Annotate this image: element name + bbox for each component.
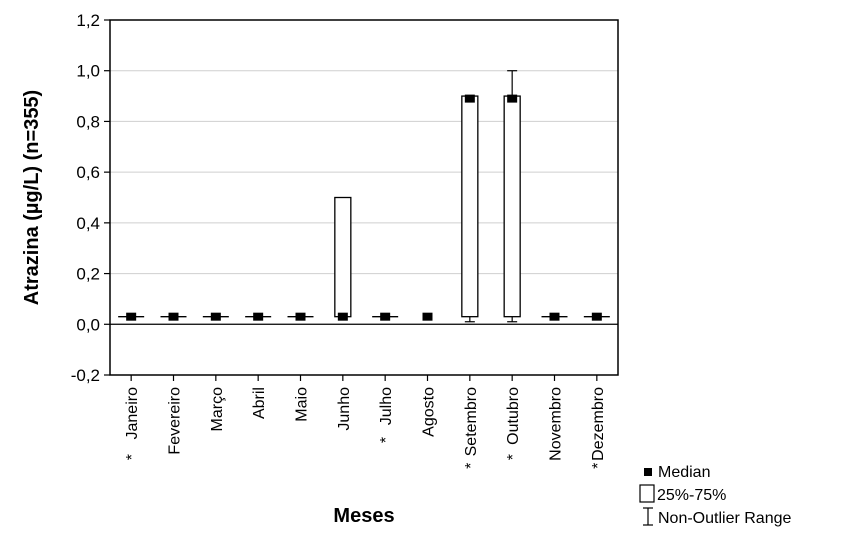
x-tick-marker: * xyxy=(378,437,395,443)
gridlines xyxy=(110,70,618,325)
median-marker xyxy=(380,312,391,321)
median-marker xyxy=(549,312,560,321)
median-marker xyxy=(168,312,179,321)
x-tick-label: Junho xyxy=(336,387,353,431)
median-marker xyxy=(210,312,221,321)
x-tick-marker: * xyxy=(124,454,141,460)
x-tick-label: Março xyxy=(209,387,226,432)
legend-whisker-swatch xyxy=(643,507,653,526)
median-marker xyxy=(337,312,348,321)
x-tick-label: Setembro xyxy=(463,387,480,456)
x-tick-label: Outubro xyxy=(505,387,522,445)
median-marker xyxy=(464,94,475,103)
x-tick-label: Dezembro xyxy=(590,387,607,461)
median-marker xyxy=(295,312,306,321)
legend-box-swatch xyxy=(639,484,655,503)
x-axis-title: Meses xyxy=(333,505,394,527)
y-axis-ticks: -0,2 0,0 0,2 0,4 0,6 0,8 1,0 1,2 xyxy=(71,11,110,385)
x-tick-label: Novembro xyxy=(548,387,565,461)
y-tick-label: 1,0 xyxy=(76,62,100,81)
legend-median-swatch xyxy=(644,468,652,476)
y-tick-label: 0,0 xyxy=(76,315,100,334)
median-marker xyxy=(507,94,518,103)
median-marker xyxy=(126,312,137,321)
y-tick-label: 0,8 xyxy=(76,112,100,131)
legend-whisker-label: Non-Outlier Range xyxy=(658,510,792,527)
x-tick-label: Abril xyxy=(251,387,268,419)
x-tick-marker: * xyxy=(505,454,522,460)
plot-frame xyxy=(109,19,619,376)
median-marker xyxy=(253,312,264,321)
x-axis-ticks: Janeiro * Fevereiro Março Abril Maio Junho Julh… xyxy=(124,375,607,469)
x-tick-label: Fevereiro xyxy=(167,387,184,455)
x-tick-marker: * xyxy=(463,463,480,469)
iqr-box xyxy=(503,95,521,318)
legend-box-label: 25%-75% xyxy=(657,487,726,504)
x-tick-label: Janeiro xyxy=(124,387,141,440)
median-marker xyxy=(422,312,433,321)
y-tick-label: 1,2 xyxy=(76,11,100,30)
median-marker xyxy=(591,312,602,321)
x-tick-label: Julho xyxy=(378,387,395,425)
y-tick-label: -0,2 xyxy=(71,366,100,385)
x-tick-label: Maio xyxy=(294,387,311,422)
y-tick-label: 0,2 xyxy=(76,265,100,284)
box-series xyxy=(118,70,610,323)
x-tick-marker: * xyxy=(590,463,607,469)
legend-median-label: Median xyxy=(658,464,710,481)
y-tick-label: 0,4 xyxy=(76,214,100,233)
legend: Median 25%-75% Non-Outlier Range xyxy=(639,464,792,527)
iqr-box xyxy=(461,95,479,318)
x-tick-label: Agosto xyxy=(421,387,438,437)
y-axis-title: Atrazina (µg/L) (n=355) xyxy=(21,90,43,305)
iqr-box xyxy=(334,196,352,318)
y-tick-label: 0,6 xyxy=(76,163,100,182)
